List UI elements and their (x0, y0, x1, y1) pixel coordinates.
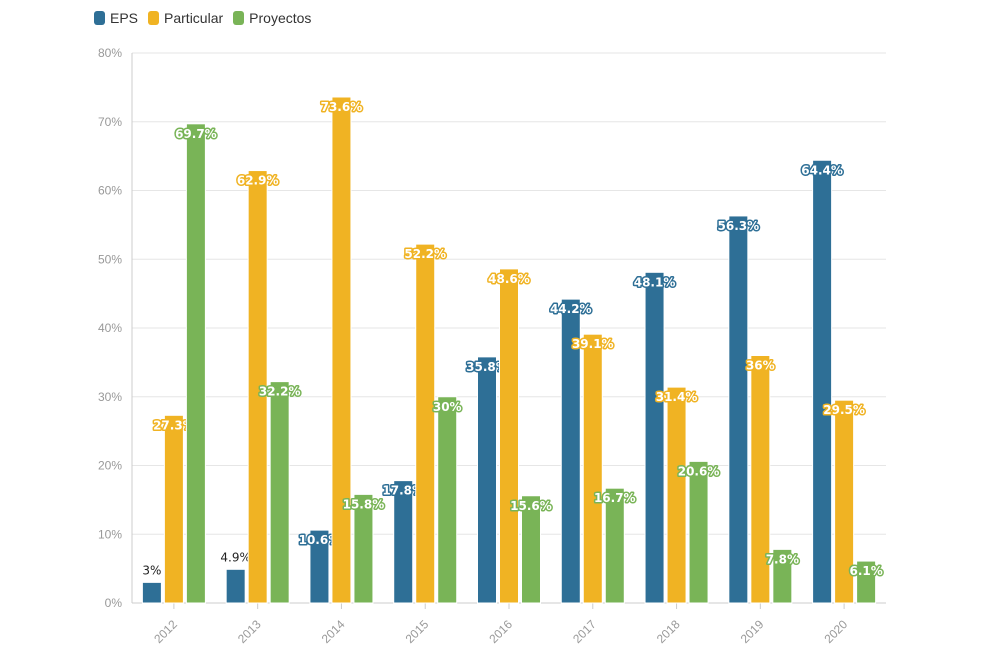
data-label: 62.9% (237, 174, 279, 188)
data-label: 31.4% (656, 390, 698, 404)
data-label: 69.7% (175, 127, 217, 141)
data-label: 52.2% (404, 247, 446, 261)
bar-eps (728, 215, 749, 604)
legend-swatch-particular (148, 11, 160, 25)
y-tick-label: 50% (98, 252, 122, 266)
y-tick-label: 60% (98, 184, 122, 198)
bar-eps (393, 480, 414, 604)
bar-particular (247, 170, 268, 604)
data-label: 16.7% (594, 491, 636, 505)
bar-particular (163, 414, 184, 604)
data-label: 36% (746, 359, 775, 373)
bar-eps (560, 298, 581, 604)
x-tick-label: 2016 (486, 617, 515, 646)
legend-item-particular[interactable]: Particular (148, 10, 223, 26)
data-label: 15.8% (343, 497, 385, 511)
bar-eps (309, 529, 330, 604)
bar-eps (477, 356, 497, 604)
legend-swatch-proyectos (233, 11, 245, 25)
bar-proyectos (688, 460, 709, 604)
x-tick-label: 2019 (738, 617, 767, 646)
legend-label-proyectos: Proyectos (249, 10, 312, 26)
data-label: 64.4% (801, 163, 843, 177)
y-tick-label: 80% (98, 46, 122, 60)
data-label: 32.2% (259, 385, 301, 399)
x-tick-label: 2017 (570, 617, 599, 646)
data-label: 7.8% (766, 552, 799, 566)
bar-proyectos (437, 396, 458, 604)
data-label: 15.6% (510, 499, 552, 513)
x-tick-label: 2013 (235, 617, 264, 646)
x-tick-label: 2014 (319, 617, 348, 646)
data-label: 10.6% (299, 533, 341, 547)
data-label: 6.1% (849, 564, 882, 578)
data-label: 3% (142, 563, 161, 577)
bar-particular (750, 355, 771, 604)
y-tick-label: 0% (105, 596, 123, 610)
data-label: 17.8% (382, 484, 424, 498)
bar-particular (499, 268, 519, 604)
legend-swatch-eps (94, 11, 105, 25)
bar-proyectos (353, 493, 374, 604)
data-label: 48.1% (634, 275, 676, 289)
x-tick-label: 2020 (821, 617, 850, 646)
data-label: 48.6% (488, 272, 530, 286)
bar-proyectos (604, 487, 625, 604)
bar-proyectos (269, 381, 290, 604)
bar-particular (666, 386, 687, 604)
x-tick-label: 2018 (654, 617, 683, 646)
legend-label-particular: Particular (164, 10, 224, 26)
bar-particular (582, 333, 603, 604)
data-label: 4.9% (220, 550, 251, 564)
y-tick-label: 30% (98, 390, 122, 404)
y-tick-label: 70% (98, 115, 122, 129)
bar-proyectos (185, 123, 206, 604)
bar-particular (331, 96, 352, 604)
data-label: 73.6% (321, 100, 363, 114)
bar-proyectos (772, 548, 793, 604)
bar-eps (812, 159, 833, 604)
data-label: 30% (433, 400, 462, 414)
bar-proyectos (521, 495, 541, 604)
x-tick-label: 2012 (151, 617, 180, 646)
data-label: 44.2% (550, 302, 592, 316)
data-label: 20.6% (678, 464, 720, 478)
x-tick-label: 2015 (403, 617, 432, 646)
legend-item-proyectos[interactable]: Proyectos (233, 10, 311, 26)
bar-particular (834, 399, 855, 604)
bar-eps (644, 271, 665, 604)
y-tick-label: 10% (98, 527, 122, 541)
data-label: 27.3% (153, 418, 195, 432)
legend-label-eps: EPS (110, 10, 139, 26)
bar-eps (141, 581, 162, 604)
legend-item-eps[interactable]: EPS (94, 10, 138, 26)
bar-eps (225, 568, 246, 604)
y-tick-label: 20% (98, 459, 122, 473)
data-label: 56.3% (718, 219, 760, 233)
y-tick-label: 40% (98, 321, 122, 335)
data-label: 35.8% (466, 360, 508, 374)
bar-particular (415, 243, 436, 604)
bar-proyectos (856, 560, 877, 604)
data-label: 39.1% (572, 337, 614, 351)
chart-legend: EPS Particular Proyectos (94, 10, 311, 26)
data-label: 29.5% (823, 403, 865, 417)
